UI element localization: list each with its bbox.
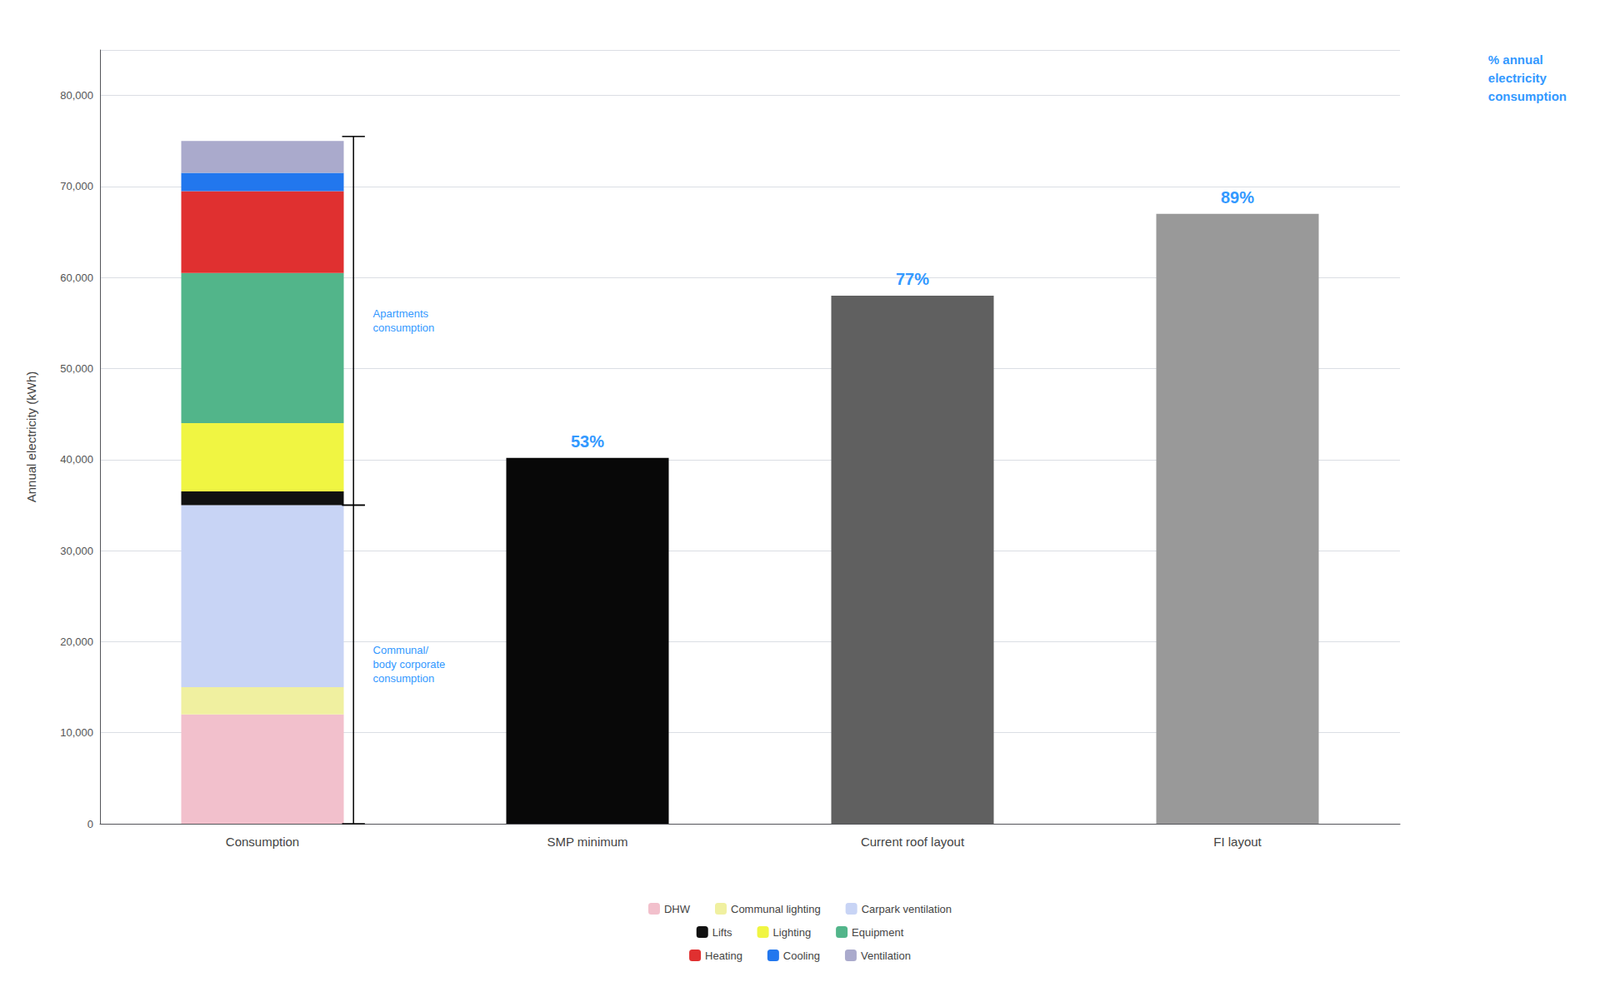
svg-text:Communal lighting: Communal lighting — [730, 903, 821, 916]
svg-text:Ventilation: Ventilation — [860, 950, 911, 963]
svg-text:80,000: 80,000 — [60, 89, 94, 102]
svg-text:77%: 77% — [895, 270, 930, 289]
svg-text:Carpark ventilation: Carpark ventilation — [861, 903, 952, 916]
svg-text:Annual electricity (kWh): Annual electricity (kWh) — [24, 371, 39, 504]
svg-text:50,000: 50,000 — [60, 362, 94, 375]
svg-text:10,000: 10,000 — [60, 726, 94, 740]
svg-text:Cooling: Cooling — [783, 950, 820, 963]
svg-text:DHW: DHW — [664, 903, 691, 916]
svg-text:89%: 89% — [1220, 188, 1255, 207]
svg-text:Lighting: Lighting — [773, 926, 812, 940]
svg-text:53%: 53% — [570, 432, 605, 451]
svg-text:% annual: % annual — [1488, 52, 1544, 67]
svg-text:60,000: 60,000 — [60, 271, 94, 285]
svg-text:Current roof layout: Current roof layout — [860, 835, 965, 850]
svg-text:Consumption: Consumption — [225, 835, 300, 850]
svg-text:consumption: consumption — [373, 321, 435, 335]
svg-text:Apartments: Apartments — [373, 307, 430, 320]
svg-text:40,000: 40,000 — [60, 453, 94, 466]
svg-text:consumption: consumption — [373, 672, 435, 685]
svg-text:Lifts: Lifts — [712, 926, 733, 940]
svg-text:consumption: consumption — [1488, 89, 1567, 104]
svg-text:Communal/: Communal/ — [373, 644, 430, 657]
svg-text:SMP minimum: SMP minimum — [546, 835, 628, 850]
svg-text:20,000: 20,000 — [60, 635, 94, 649]
svg-text:70,000: 70,000 — [60, 180, 94, 193]
svg-text:0: 0 — [87, 818, 94, 831]
svg-text:FI layout: FI layout — [1213, 835, 1262, 850]
svg-text:Heating: Heating — [705, 950, 743, 963]
svg-text:electricity: electricity — [1488, 70, 1548, 85]
svg-text:30,000: 30,000 — [60, 545, 94, 558]
svg-text:Equipment: Equipment — [851, 926, 905, 940]
svg-text:body corporate: body corporate — [373, 658, 446, 671]
